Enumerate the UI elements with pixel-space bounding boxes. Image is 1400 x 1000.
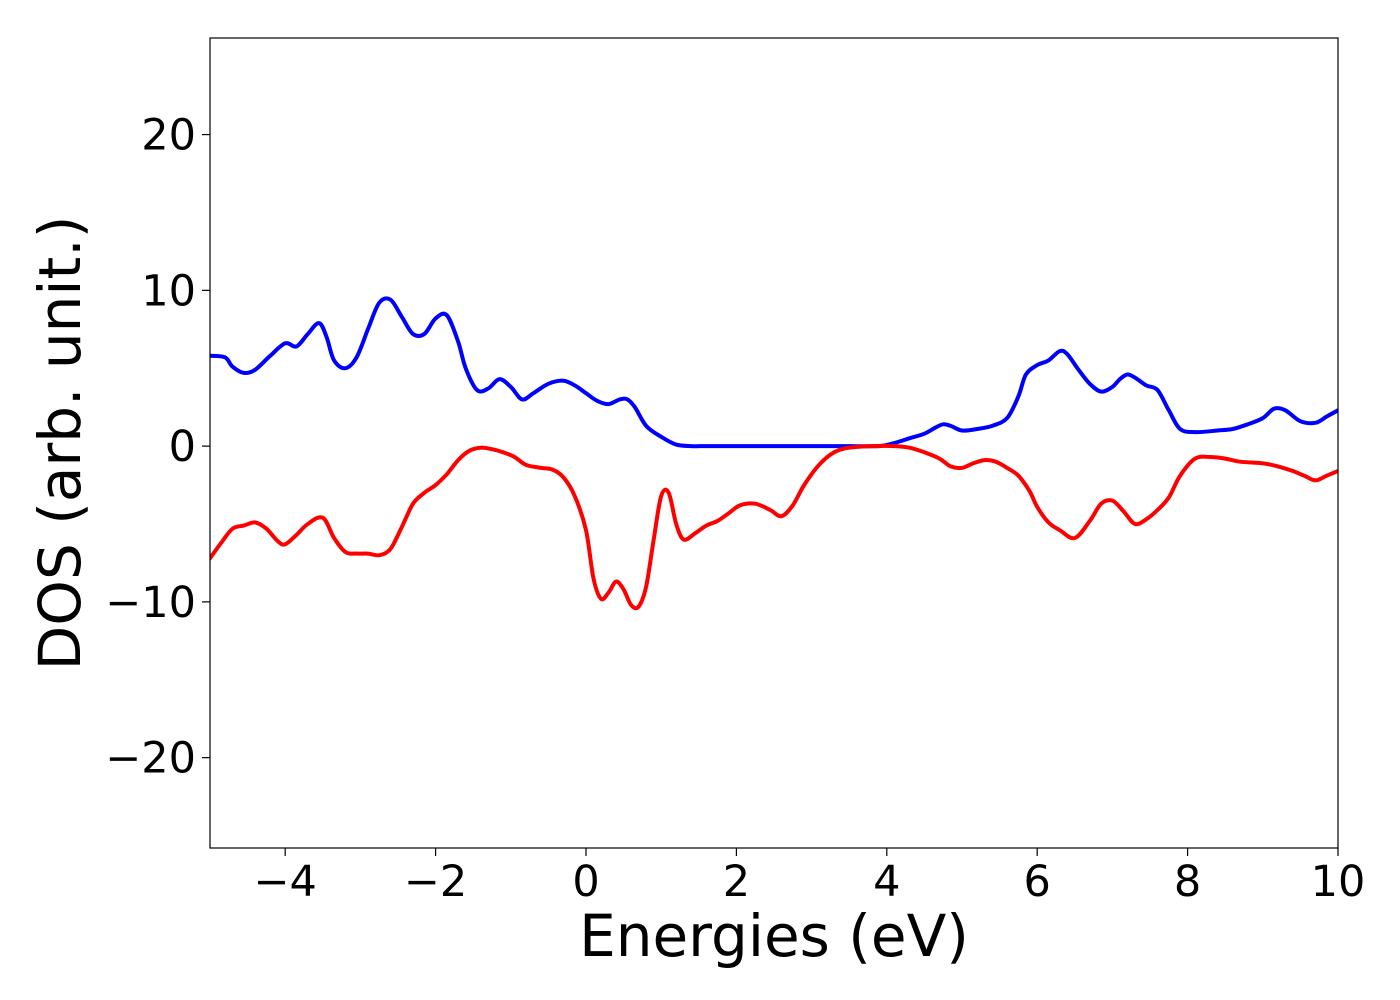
x-tick-label: 8: [1174, 857, 1201, 907]
y-tick-label: 10: [141, 266, 196, 316]
x-tick-label: −2: [404, 857, 467, 907]
x-tick-label: 2: [723, 857, 750, 907]
x-tick-label: −4: [254, 857, 317, 907]
x-axis-label: Energies (eV): [579, 902, 969, 970]
y-tick-label: 0: [169, 422, 196, 472]
plot-area: [210, 38, 1338, 848]
x-tick-label: 6: [1024, 857, 1051, 907]
plot-frame: [209, 37, 1339, 849]
y-tick-label: −10: [105, 578, 196, 628]
series-layer: [210, 296, 1338, 611]
x-axis-ticks: −4 −2 0 2 4 6 8 10: [254, 848, 1366, 907]
series-line-2: [210, 443, 1338, 611]
y-axis-label: DOS (arb. unit.): [26, 216, 94, 671]
x-tick-label: 4: [873, 857, 900, 907]
x-tick-label: 10: [1311, 857, 1366, 907]
series-line-1: [210, 296, 1338, 449]
y-tick-label: −20: [105, 734, 196, 784]
y-axis-ticks: 20 10 0 −10 −20: [105, 111, 210, 784]
x-tick-label: 0: [572, 857, 599, 907]
y-tick-label: 20: [141, 111, 196, 161]
